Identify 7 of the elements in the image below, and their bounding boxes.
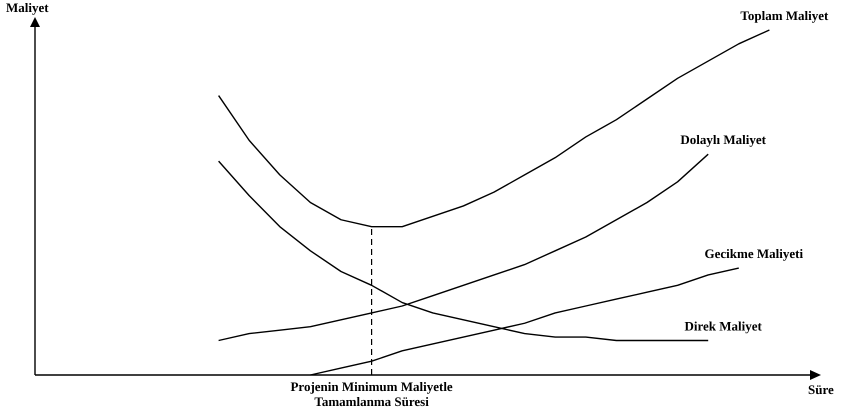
text: Projenin Minimum Maliyetle Tamamlanma Süresi	[290, 379, 453, 409]
y-axis-title: Maliyet	[6, 0, 50, 15]
series-label: Gecikme Maliyeti	[704, 246, 804, 262]
series-label: Direk Maliyet	[684, 318, 763, 334]
x-axis-title: Süre	[808, 382, 834, 397]
series-label: Dolaylı Maliyet	[680, 132, 767, 148]
series-label: Toplam Maliyet	[740, 8, 830, 23]
